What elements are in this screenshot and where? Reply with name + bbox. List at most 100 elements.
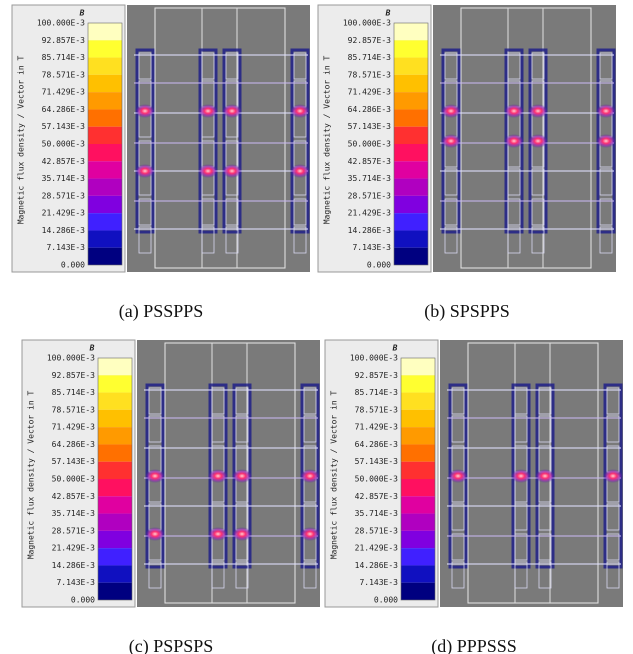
hotspot: [596, 134, 616, 148]
color-swatch: [401, 410, 435, 427]
color-swatch: [88, 161, 122, 178]
field-image: [127, 5, 310, 272]
color-swatch: [401, 479, 435, 496]
legend-label: 0.000: [367, 261, 391, 270]
color-swatch: [98, 583, 132, 600]
color-swatch: [98, 427, 132, 444]
legend-label: 35.714E-3: [42, 174, 86, 183]
color-swatch: [394, 248, 428, 265]
panel: B Magnetic flux density / Vector in T 100.…: [12, 5, 310, 272]
legend-label: 7.143E-3: [352, 243, 391, 252]
hotspot: [222, 164, 242, 178]
color-swatch: [401, 514, 435, 531]
hotspot: [135, 104, 155, 118]
legend-label: 64.286E-3: [355, 440, 399, 449]
legend-label: 7.143E-3: [56, 578, 95, 587]
color-swatch: [98, 410, 132, 427]
legend-label: 85.714E-3: [52, 388, 96, 397]
legend-axis-label: Magnetic flux density / Vector in T: [17, 56, 26, 225]
legend-title: B: [79, 9, 85, 18]
legend-label: 64.286E-3: [42, 105, 86, 114]
legend-label: 21.429E-3: [52, 544, 96, 553]
legend-label: 14.286E-3: [42, 226, 86, 235]
hotspot: [504, 134, 524, 148]
hotspot: [135, 164, 155, 178]
legend-label: 42.857E-3: [355, 492, 399, 501]
legend-label: 57.143E-3: [42, 122, 86, 131]
legend-label: 42.857E-3: [52, 492, 96, 501]
legend-axis-label: Magnetic flux density / Vector in T: [27, 391, 36, 560]
legend-label: 92.857E-3: [355, 371, 399, 380]
hotspot: [596, 104, 616, 118]
legend-label: 92.857E-3: [52, 371, 96, 380]
hotspot: [208, 527, 228, 541]
hotspot: [232, 527, 252, 541]
legend-title: B: [89, 344, 95, 353]
color-swatch: [394, 196, 428, 213]
color-swatch: [394, 161, 428, 178]
color-swatch: [401, 393, 435, 410]
legend-label: 0.000: [61, 261, 85, 270]
color-swatch: [401, 583, 435, 600]
hotspot: [145, 527, 165, 541]
legend-axis-label: Magnetic flux density / Vector in T: [330, 391, 339, 560]
legend-label: 7.143E-3: [359, 578, 398, 587]
caption: (b) SPSPPS: [424, 301, 510, 322]
field-image: [440, 340, 623, 607]
legend-label: 21.429E-3: [42, 209, 86, 218]
color-swatch: [88, 179, 122, 196]
hotspot: [198, 164, 218, 178]
color-swatch: [394, 213, 428, 230]
color-swatch: [394, 58, 428, 75]
hotspot: [300, 469, 320, 483]
legend-label: 14.286E-3: [348, 226, 392, 235]
caption: (a) PSSPPS: [119, 301, 204, 322]
legend-label: 64.286E-3: [52, 440, 96, 449]
legend-label: 78.571E-3: [355, 405, 399, 414]
color-swatch: [394, 230, 428, 247]
legend-label: 57.143E-3: [355, 457, 399, 466]
legend-label: 100.000E-3: [47, 354, 95, 363]
hotspot: [290, 164, 310, 178]
color-swatch: [98, 548, 132, 565]
color-swatch: [88, 75, 122, 92]
legend-label: 35.714E-3: [348, 174, 392, 183]
legend-label: 100.000E-3: [343, 19, 391, 28]
legend-label: 50.000E-3: [42, 140, 86, 149]
legend-label: 21.429E-3: [348, 209, 392, 218]
color-swatch: [98, 531, 132, 548]
color-swatch: [88, 58, 122, 75]
color-swatch: [88, 144, 122, 161]
hotspot: [603, 469, 623, 483]
legend-title: B: [385, 9, 391, 18]
hotspot: [441, 134, 461, 148]
color-swatch: [401, 548, 435, 565]
color-swatch: [394, 144, 428, 161]
legend-title: B: [392, 344, 398, 353]
legend-label: 42.857E-3: [42, 157, 86, 166]
legend-label: 100.000E-3: [37, 19, 85, 28]
hotspot: [232, 469, 252, 483]
caption: (c) PSPSPS: [129, 636, 214, 654]
legend-label: 85.714E-3: [348, 53, 392, 62]
color-swatch: [401, 531, 435, 548]
legend-label: 78.571E-3: [42, 70, 86, 79]
hotspot: [198, 104, 218, 118]
legend-label: 92.857E-3: [42, 36, 86, 45]
hotspot: [528, 134, 548, 148]
color-swatch: [401, 358, 435, 375]
color-swatch: [88, 213, 122, 230]
hotspot: [222, 104, 242, 118]
legend-label: 92.857E-3: [348, 36, 392, 45]
hotspot: [145, 469, 165, 483]
legend-label: 71.429E-3: [42, 88, 86, 97]
legend-label: 35.714E-3: [355, 509, 399, 518]
color-swatch: [394, 92, 428, 109]
color-swatch: [98, 462, 132, 479]
color-swatch: [88, 92, 122, 109]
legend-label: 7.143E-3: [46, 243, 85, 252]
legend-label: 100.000E-3: [350, 354, 398, 363]
legend-label: 0.000: [71, 596, 95, 605]
legend-label: 50.000E-3: [348, 140, 392, 149]
color-swatch: [401, 444, 435, 461]
